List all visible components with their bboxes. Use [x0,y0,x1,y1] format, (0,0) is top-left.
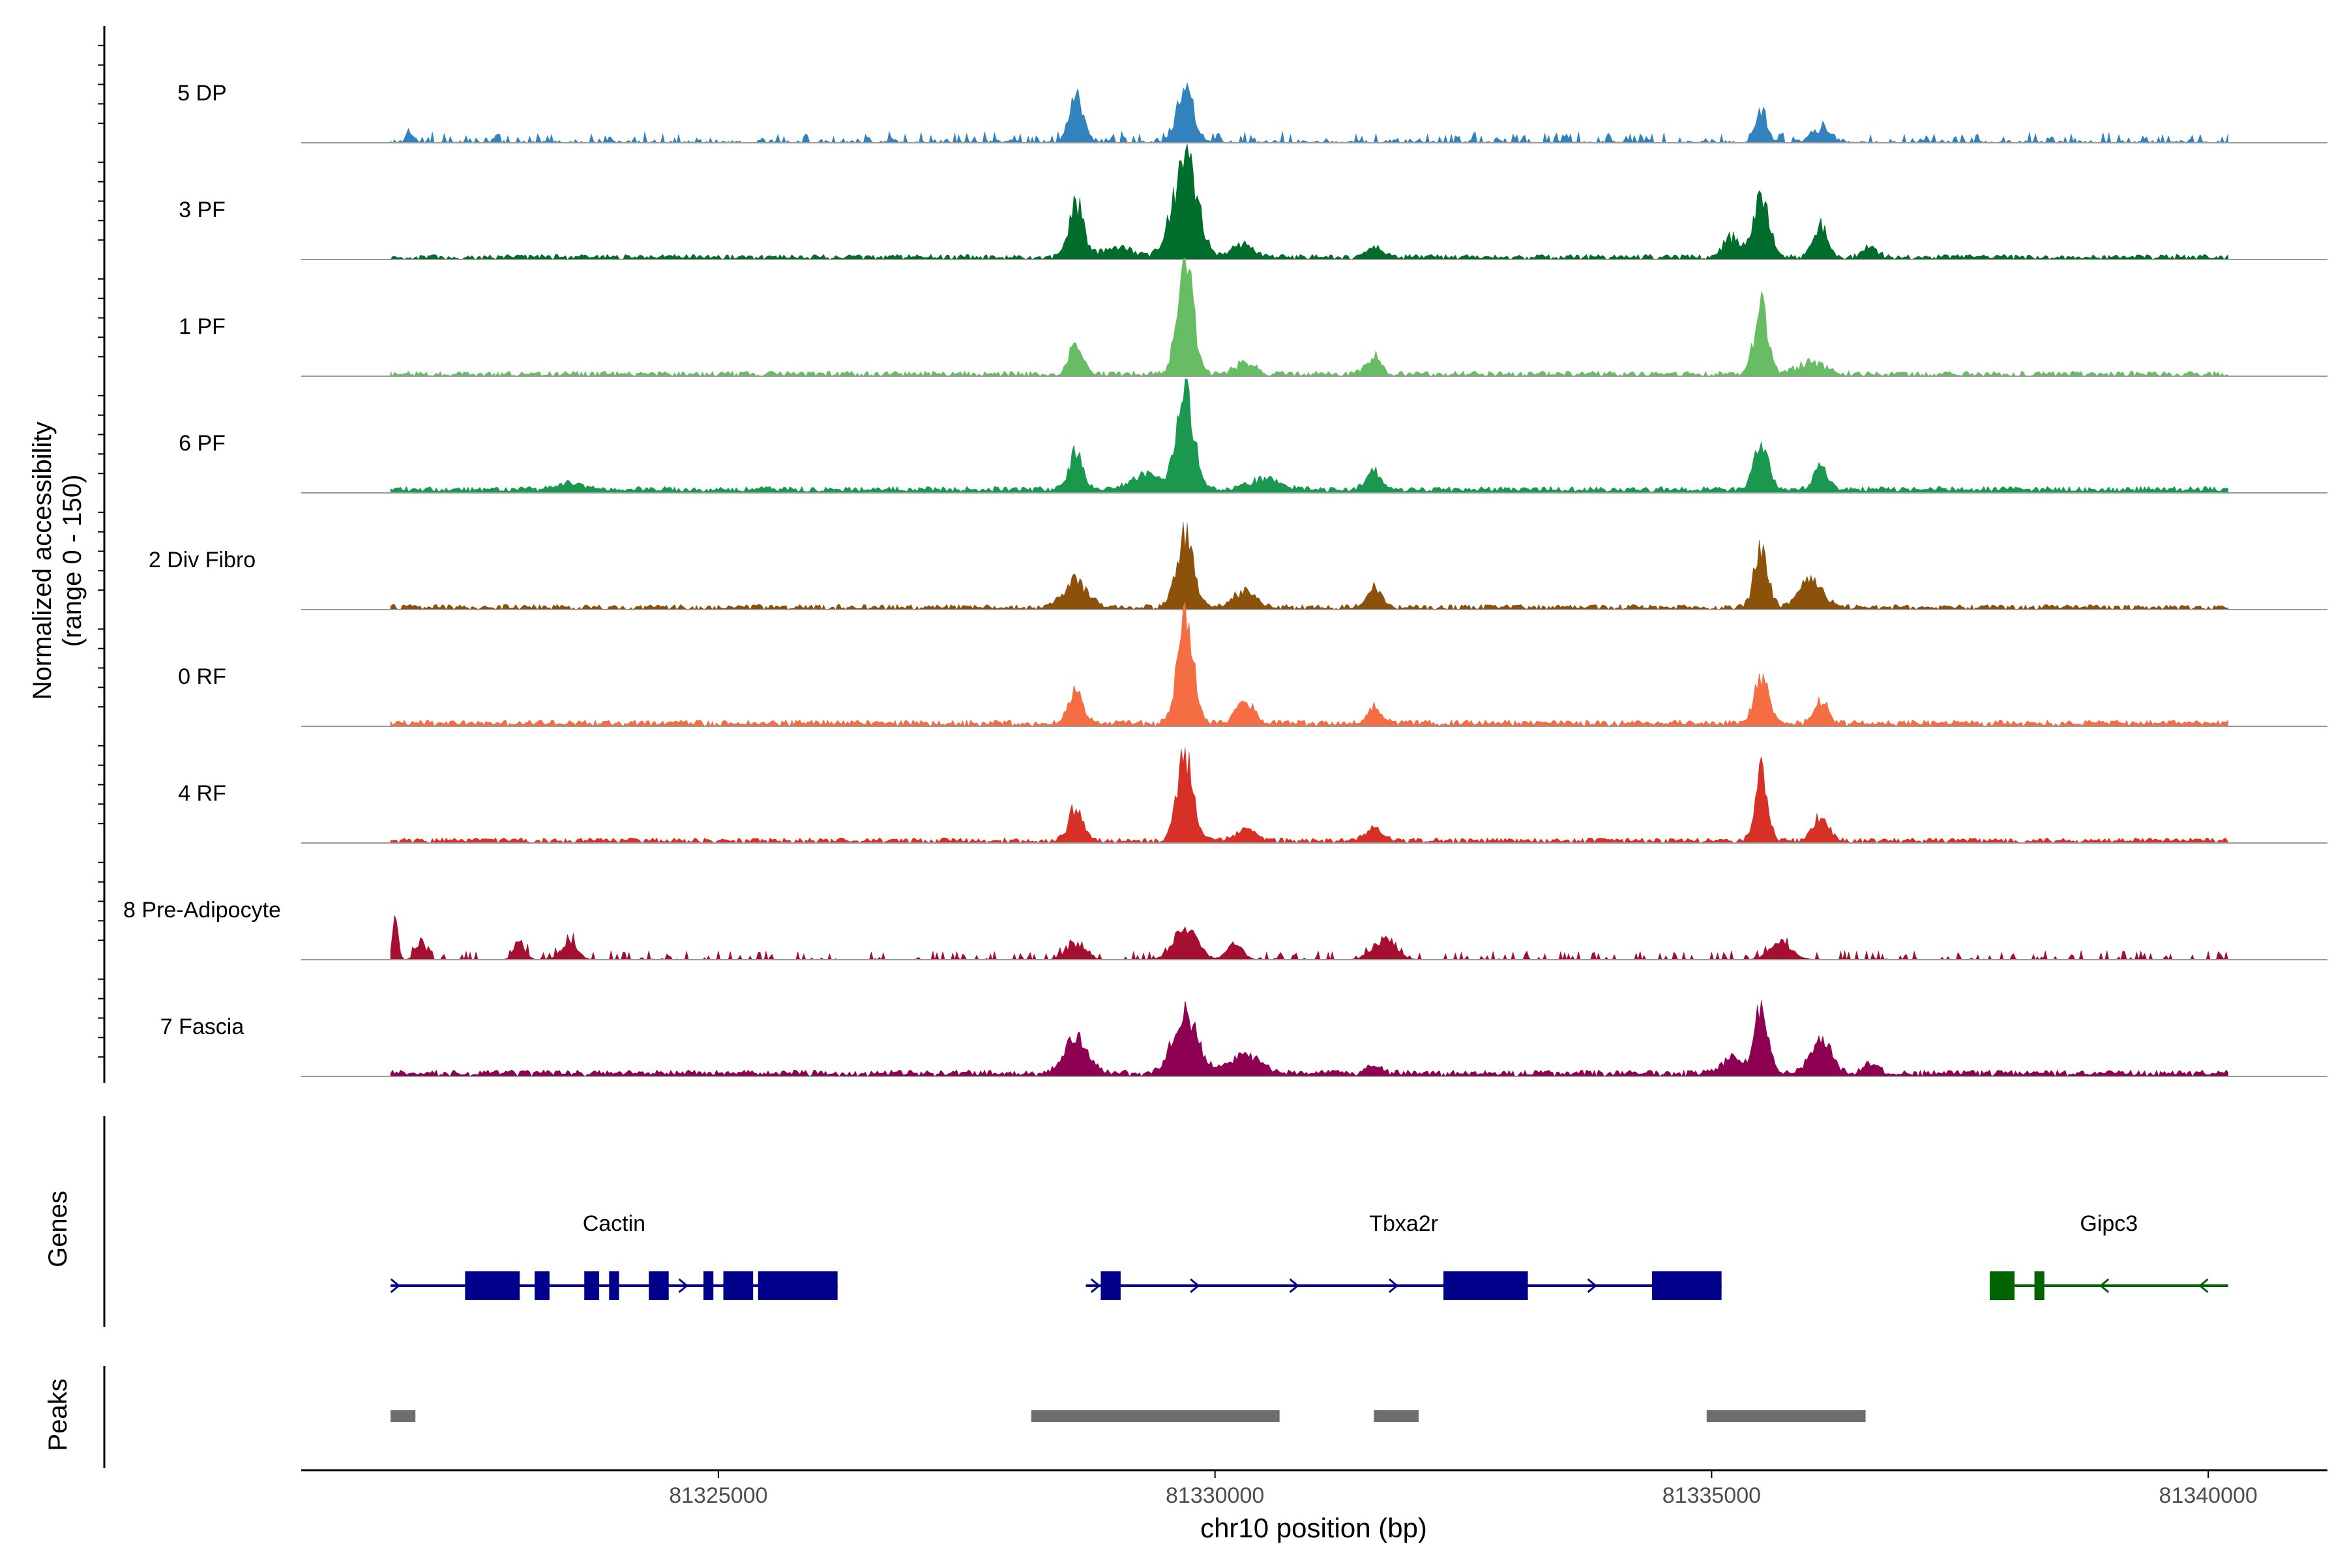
y-axis-label: Normalized accessibility [28,422,57,700]
peak-region [1031,1410,1280,1422]
x-axis: 81325000 81330000 81335000 81340000 [301,1469,2327,1508]
gene-tbxa2r: Tbxa2r [1085,1211,1722,1300]
gene-exon [1100,1271,1121,1300]
coverage-tracks: 5 DP 3 PF 1 PF 6 PF 2 Div Fibro 0 RF 4 RF 8 Pre… [98,26,2327,1083]
strand-arrow [1388,1278,1399,1294]
genes-track-label: Genes [44,1191,72,1267]
gene-exon [1652,1271,1722,1300]
gene-exon [2034,1271,2044,1300]
gene-exon [609,1271,619,1300]
gene-exon [465,1271,520,1300]
coverage-track-0-rf: 0 RF [178,601,2327,727]
strand-arrow [1289,1278,1299,1294]
gene-exon [649,1271,669,1300]
coverage-track-4-rf: 4 RF [178,747,2327,844]
gene-label: Tbxa2r [1369,1211,1438,1236]
coverage-track-1-pf: 1 PF [179,258,2327,377]
gene-exon [535,1271,550,1300]
peaks-track [103,1366,1866,1468]
x-tick-label: 81335000 [1662,1483,1761,1508]
coverage-area [390,915,2228,961]
x-tick-label: 81325000 [669,1483,767,1508]
strand-arrow [1587,1278,1597,1294]
peak-region [1706,1410,1866,1422]
gene-exon [1443,1271,1528,1300]
coverage-area [390,747,2228,844]
track-label: 8 Pre-Adipocyte [123,898,281,923]
coverage-area [390,143,2228,260]
gene-gipc3: Gipc3 [1990,1211,2228,1300]
gene-label: Cactin [583,1211,645,1236]
track-label: 5 DP [177,81,227,106]
x-tick-label: 81340000 [2159,1483,2258,1508]
strand-arrow [2198,1278,2209,1294]
strand-arrow [678,1278,688,1294]
coverage-area [390,999,2228,1077]
coverage-track-6-pf: 6 PF [179,378,2327,494]
strand-arrow [2099,1278,2110,1294]
gene-label: Gipc3 [2080,1211,2138,1236]
peaks-track-label: Peaks [44,1378,72,1451]
gene-exon [703,1271,714,1300]
coverage-area [390,522,2228,610]
coverage-area [390,378,2228,494]
coverage-area [390,601,2228,727]
coverage-area [390,82,2228,144]
coverage-track-5-dp: 5 DP [177,81,2327,144]
x-tick-label: 81330000 [1166,1483,1264,1508]
coverage-area [390,258,2228,377]
gene-exon [723,1271,754,1300]
gene-track: Cactin Tbxa2r Gipc3 [103,1116,2228,1327]
coverage-track-3-pf: 3 PF [179,143,2327,260]
gene-cactin: Cactin [390,1211,838,1300]
peak-region [1374,1410,1419,1422]
track-label: 7 Fascia [160,1014,244,1039]
track-label: 6 PF [179,431,226,456]
strand-arrow [1090,1278,1101,1294]
track-label: 4 RF [178,781,226,806]
y-axis-label-range: (range 0 - 150) [58,475,87,647]
coverage-track-7-fascia: 7 Fascia [160,999,2327,1077]
coverage-track-8-pre-adipocyte: 8 Pre-Adipocyte [123,898,2327,961]
track-label: 0 RF [178,664,226,689]
gene-exon [1990,1271,2015,1300]
track-label: 2 Div Fibro [149,548,256,572]
gene-exon [758,1271,838,1300]
strand-arrow [390,1278,401,1294]
track-label: 1 PF [179,314,226,339]
gene-exon [584,1271,600,1300]
strand-arrow [1190,1278,1200,1294]
coverage-track-2-div-fibro: 2 Div Fibro [149,522,2327,610]
x-axis-label: chr10 position (bp) [1200,1513,1427,1543]
track-label: 3 PF [179,198,226,222]
peak-region [391,1410,416,1422]
